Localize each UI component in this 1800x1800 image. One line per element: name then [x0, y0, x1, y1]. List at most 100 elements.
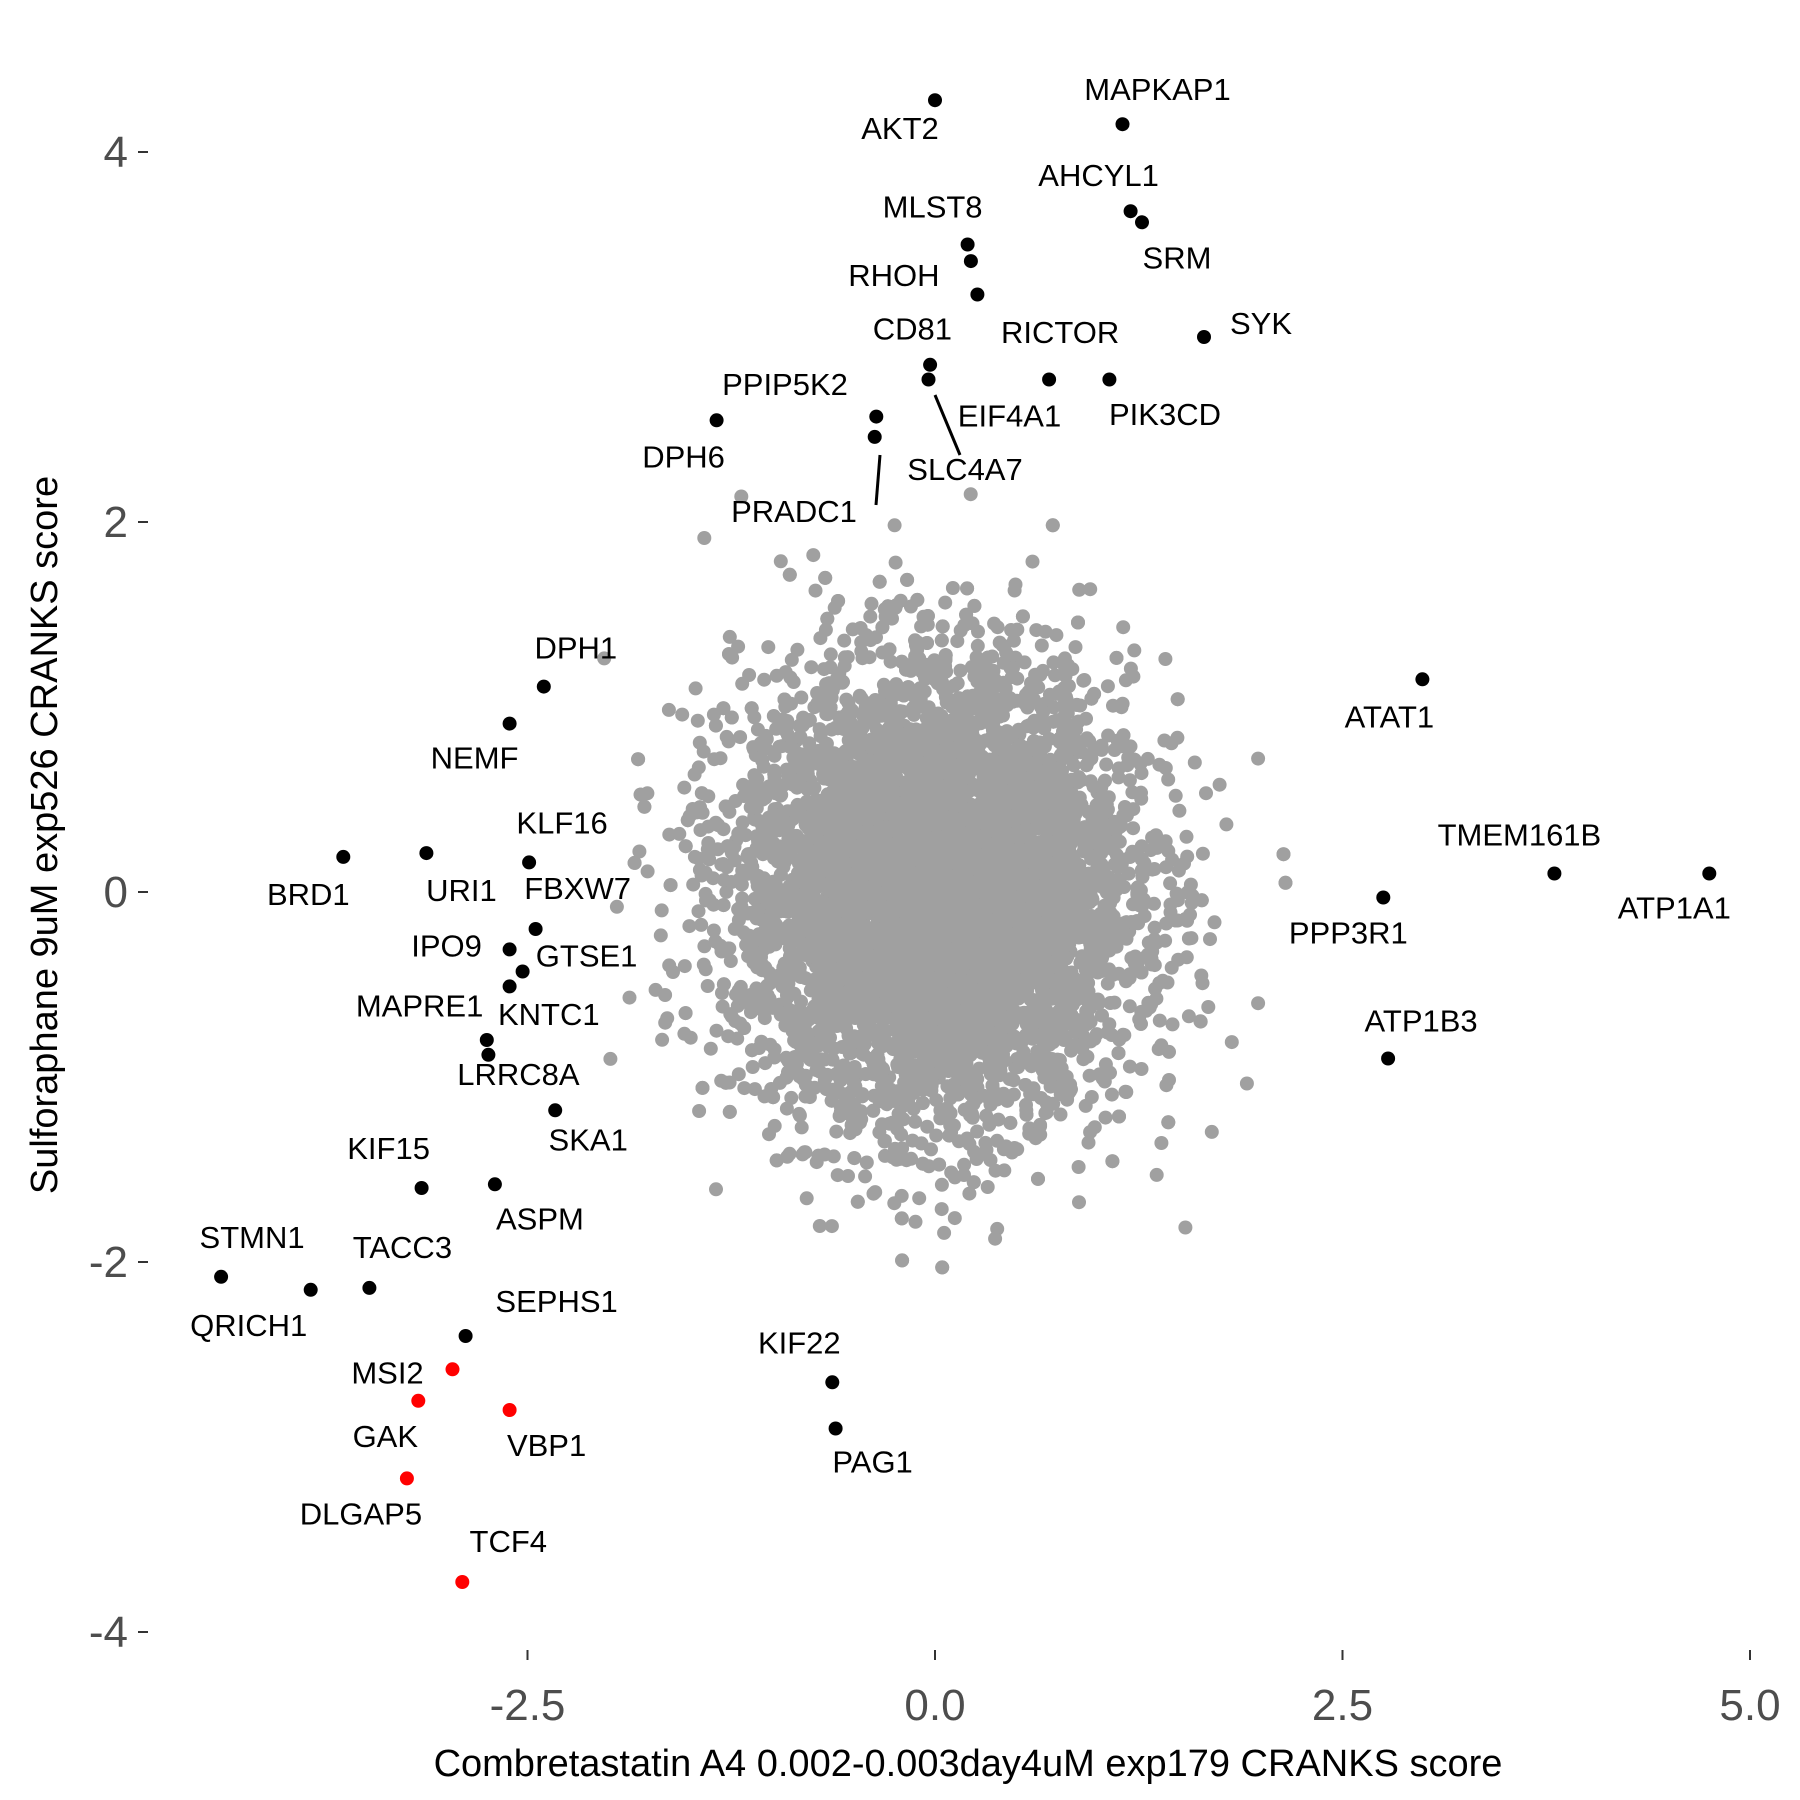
background-point	[1207, 915, 1222, 930]
background-point	[697, 939, 712, 954]
background-point	[706, 897, 721, 912]
background-point	[1201, 1000, 1216, 1014]
background-point	[767, 1118, 782, 1133]
background-point	[957, 1168, 971, 1182]
background-point	[927, 653, 942, 668]
background-point	[709, 1023, 724, 1038]
background-point	[640, 864, 655, 879]
background-point	[731, 913, 746, 928]
background-point	[934, 1202, 949, 1217]
background-point	[697, 531, 712, 545]
background-point	[794, 1120, 809, 1135]
background-point	[682, 919, 697, 934]
background-point	[1177, 856, 1191, 871]
background-point	[779, 1101, 794, 1116]
background-point	[693, 823, 708, 838]
background-point	[698, 886, 713, 901]
background-point	[1081, 1135, 1096, 1150]
background-point	[1104, 1087, 1119, 1102]
background-point	[672, 826, 687, 841]
background-point	[1048, 668, 1062, 683]
background-point	[980, 1180, 995, 1194]
background-point	[1224, 1035, 1239, 1050]
background-point	[1199, 786, 1213, 801]
background-point	[692, 1104, 707, 1118]
background-points	[597, 487, 1293, 1275]
background-point	[688, 681, 703, 696]
background-point	[830, 1168, 845, 1183]
background-point	[1011, 1060, 1025, 1075]
background-point	[662, 827, 677, 842]
background-point	[1122, 1059, 1137, 1074]
background-point	[698, 962, 713, 977]
background-point	[701, 836, 716, 850]
background-point	[1114, 739, 1129, 754]
background-point	[1203, 932, 1217, 947]
background-point	[1158, 652, 1173, 666]
background-point	[1101, 728, 1116, 743]
background-point	[1089, 1027, 1104, 1042]
background-point	[609, 899, 624, 914]
background-point	[824, 1219, 839, 1234]
background-point	[823, 647, 838, 662]
background-point	[733, 730, 748, 745]
background-point	[888, 555, 903, 570]
background-point	[1107, 995, 1122, 1010]
background-point	[962, 1186, 977, 1201]
background-point	[735, 815, 750, 830]
background-point	[691, 904, 706, 919]
background-point	[970, 1072, 985, 1086]
background-point	[1168, 788, 1183, 803]
background-point	[1066, 758, 1081, 773]
background-point	[1002, 1072, 1017, 1087]
background-point	[1158, 761, 1173, 775]
background-point	[864, 596, 879, 611]
background-point	[963, 487, 978, 502]
background-point	[988, 1231, 1003, 1246]
background-point	[1098, 1110, 1113, 1125]
background-point	[1072, 582, 1087, 597]
background-point	[745, 1060, 760, 1074]
background-point	[1195, 846, 1210, 861]
background-point	[1084, 1090, 1099, 1104]
background-point	[1046, 655, 1061, 670]
background-point	[950, 634, 965, 649]
background-point	[1239, 1076, 1254, 1091]
background-point	[908, 1114, 923, 1129]
background-point	[655, 1032, 670, 1047]
background-point	[1194, 968, 1209, 983]
background-point	[792, 1108, 807, 1123]
background-point	[723, 954, 738, 968]
background-point	[1162, 1073, 1176, 1087]
background-point	[755, 753, 770, 768]
background-point	[813, 631, 828, 646]
background-point	[812, 1219, 827, 1233]
background-point	[692, 735, 707, 750]
background-point	[970, 1124, 985, 1139]
background-point	[990, 620, 1005, 635]
background-point	[1149, 1167, 1164, 1182]
background-point	[701, 789, 716, 804]
background-point	[1251, 996, 1266, 1011]
background-point	[1181, 1009, 1196, 1024]
background-point	[1072, 1195, 1086, 1210]
background-point	[1172, 803, 1187, 818]
background-point	[1187, 755, 1202, 770]
background-point	[773, 554, 788, 569]
background-point	[731, 1067, 746, 1082]
background-point	[686, 877, 701, 892]
background-point	[1122, 971, 1137, 985]
background-point	[597, 651, 612, 666]
background-point	[837, 633, 852, 648]
background-point	[1122, 773, 1137, 788]
background-point	[677, 1026, 692, 1041]
background-point	[653, 928, 668, 943]
background-point	[944, 1165, 959, 1180]
background-point	[794, 994, 808, 1009]
background-point	[863, 609, 878, 624]
background-point	[690, 713, 705, 728]
background-point	[1181, 931, 1196, 946]
background-point	[862, 650, 877, 665]
background-point	[887, 518, 902, 533]
background-point	[1145, 862, 1160, 877]
